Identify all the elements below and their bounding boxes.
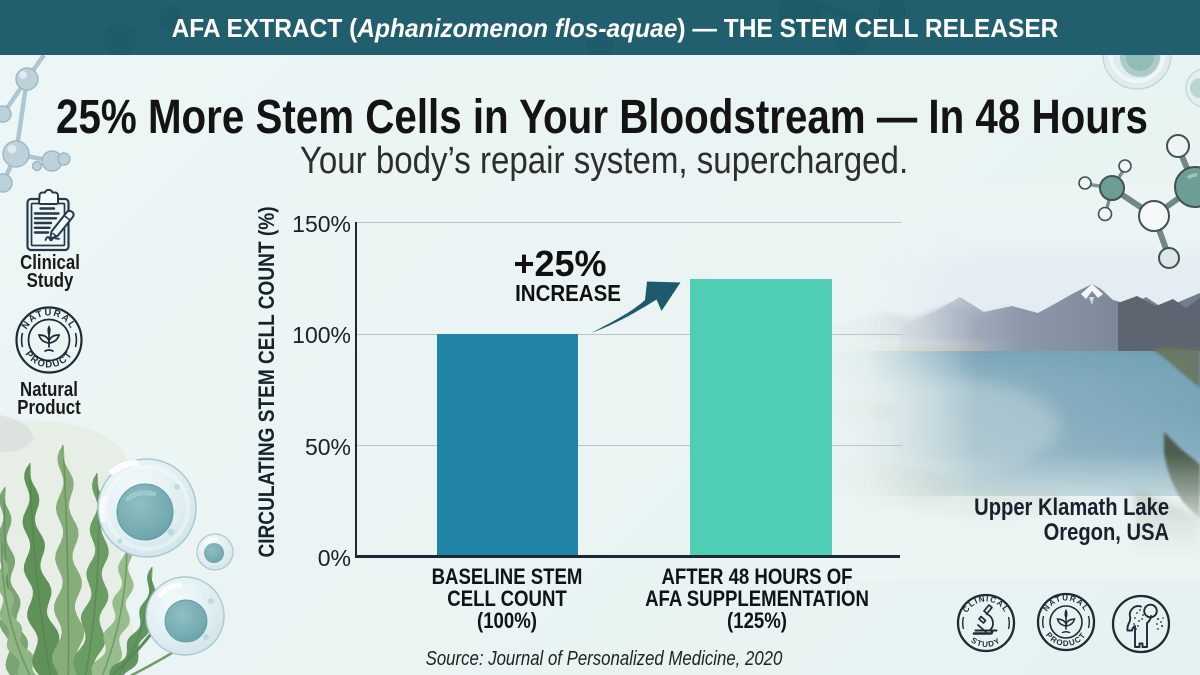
- svg-text:STUDY: STUDY: [970, 636, 1003, 649]
- svg-text:CLINICAL: CLINICAL: [961, 594, 1011, 614]
